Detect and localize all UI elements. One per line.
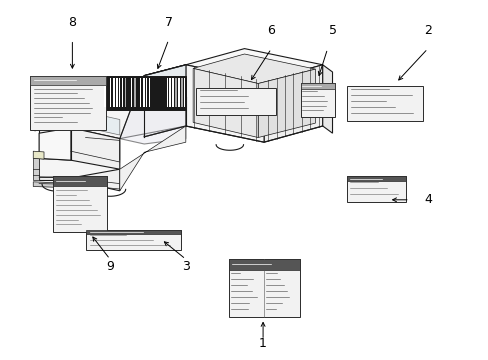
Bar xyxy=(30,76,106,130)
Bar xyxy=(85,230,181,250)
Bar xyxy=(300,83,334,117)
Bar xyxy=(195,88,276,115)
Text: 9: 9 xyxy=(106,260,114,273)
Bar xyxy=(134,78,135,107)
Bar xyxy=(346,176,405,202)
Polygon shape xyxy=(71,86,185,139)
Bar xyxy=(346,86,422,121)
Text: 2: 2 xyxy=(423,24,431,37)
Bar xyxy=(300,83,334,89)
Bar xyxy=(172,78,174,107)
Polygon shape xyxy=(120,126,185,191)
Bar xyxy=(30,76,106,85)
Bar xyxy=(228,259,299,317)
Bar xyxy=(228,259,299,270)
Text: 4: 4 xyxy=(423,193,431,206)
Bar xyxy=(178,78,179,107)
Bar xyxy=(113,78,115,107)
Polygon shape xyxy=(76,110,120,135)
Bar xyxy=(148,78,150,107)
Polygon shape xyxy=(185,49,322,81)
Text: 1: 1 xyxy=(259,337,266,350)
Bar xyxy=(110,78,111,107)
Bar xyxy=(175,78,177,107)
Polygon shape xyxy=(193,54,315,84)
Polygon shape xyxy=(39,158,120,177)
Bar xyxy=(102,76,185,110)
Polygon shape xyxy=(39,128,71,160)
Bar xyxy=(125,78,126,107)
Polygon shape xyxy=(258,69,315,138)
Bar xyxy=(142,78,144,107)
Text: 3: 3 xyxy=(182,260,189,273)
Bar xyxy=(119,78,120,107)
Bar xyxy=(53,176,106,232)
Bar xyxy=(166,78,167,107)
Polygon shape xyxy=(144,65,185,137)
Bar xyxy=(122,78,123,107)
Polygon shape xyxy=(33,158,39,180)
Text: 8: 8 xyxy=(68,16,76,29)
Text: 6: 6 xyxy=(267,24,275,37)
Polygon shape xyxy=(185,65,264,142)
Polygon shape xyxy=(322,65,332,133)
Bar xyxy=(169,78,171,107)
Bar xyxy=(53,176,106,186)
Polygon shape xyxy=(33,182,73,188)
Polygon shape xyxy=(264,65,322,142)
Bar xyxy=(346,176,405,181)
Bar xyxy=(181,78,183,107)
Polygon shape xyxy=(144,65,185,108)
Bar xyxy=(104,78,106,107)
Text: 5: 5 xyxy=(328,24,336,37)
Polygon shape xyxy=(193,68,258,138)
Text: 7: 7 xyxy=(164,16,172,29)
Polygon shape xyxy=(33,151,44,159)
Bar xyxy=(131,78,132,107)
Bar xyxy=(145,78,146,107)
Polygon shape xyxy=(120,86,185,144)
Bar xyxy=(85,230,181,234)
Bar xyxy=(184,78,185,107)
Polygon shape xyxy=(39,101,71,180)
Bar xyxy=(116,78,118,107)
Bar xyxy=(140,78,141,107)
Polygon shape xyxy=(71,128,120,191)
